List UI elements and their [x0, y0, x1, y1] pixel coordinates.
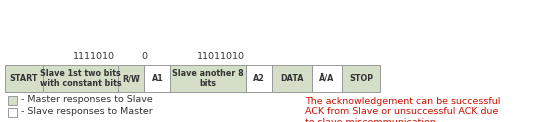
Text: A2: A2 — [253, 74, 265, 83]
Bar — [8, 96, 17, 105]
Bar — [246, 65, 272, 92]
Text: Slave another 8
bits: Slave another 8 bits — [172, 69, 244, 88]
Text: 1111010: 1111010 — [73, 52, 115, 61]
Text: ACK from Slave or unsuccessful ACK due: ACK from Slave or unsuccessful ACK due — [305, 107, 498, 117]
Text: The acknowledgement can be successful: The acknowledgement can be successful — [305, 97, 500, 106]
Bar — [272, 65, 312, 92]
Bar — [118, 65, 144, 92]
Text: - Master responses to Slave: - Master responses to Slave — [21, 96, 153, 105]
Text: DATA: DATA — [280, 74, 304, 83]
Text: Ā/A: Ā/A — [319, 74, 334, 83]
Text: - Slave responses to Master: - Slave responses to Master — [21, 107, 153, 117]
Bar — [5, 65, 43, 92]
Text: to slave miscommunication: to slave miscommunication — [305, 118, 436, 122]
Bar — [43, 65, 118, 92]
Text: R/W̄: R/W̄ — [123, 74, 140, 83]
Text: 0: 0 — [141, 52, 147, 61]
Text: START: START — [10, 74, 38, 83]
Text: STOP: STOP — [349, 74, 373, 83]
Bar — [170, 65, 246, 92]
Text: 11011010: 11011010 — [197, 52, 245, 61]
Bar — [8, 107, 17, 117]
Text: A1: A1 — [152, 74, 163, 83]
Text: Slave 1st two bits
with constant bits: Slave 1st two bits with constant bits — [40, 69, 122, 88]
Bar — [342, 65, 380, 92]
Bar — [312, 65, 342, 92]
Bar — [144, 65, 170, 92]
